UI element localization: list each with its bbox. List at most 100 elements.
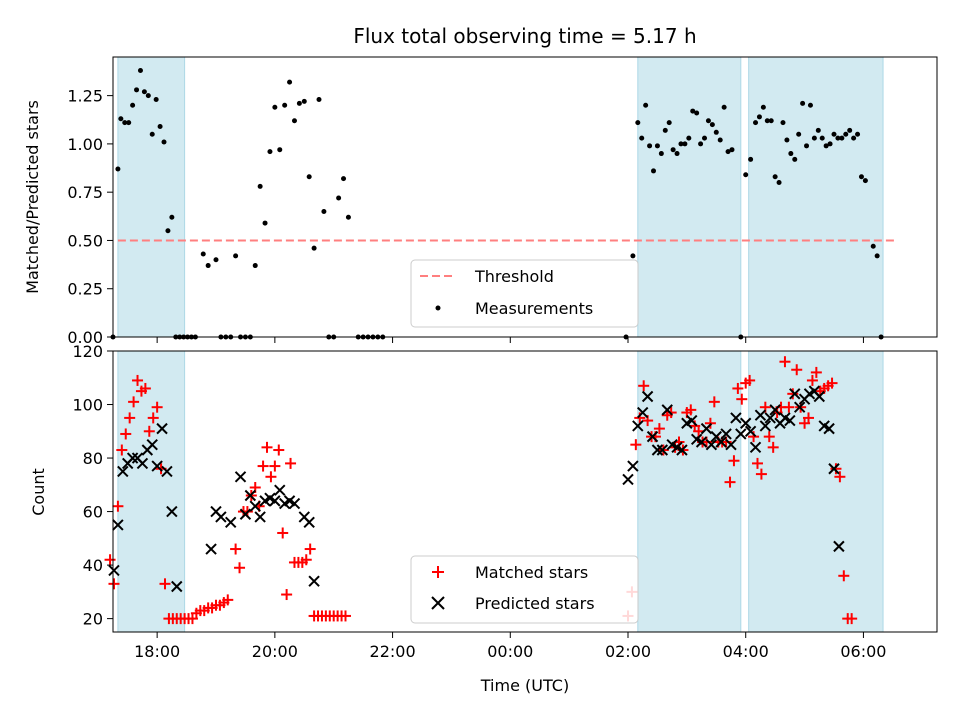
measurement-point: [874, 253, 880, 259]
predicted-star-point: [303, 516, 315, 528]
measurement-point: [149, 131, 155, 137]
measurement-point: [839, 135, 845, 141]
top-y-tick-label: 0.00: [67, 328, 103, 347]
measurement-point: [306, 174, 312, 180]
top-y-tick-label: 1.25: [67, 87, 103, 106]
matched-star-point: [143, 425, 155, 437]
measurement-point: [780, 120, 786, 126]
predicted-star-point: [308, 575, 320, 587]
matched-star-point: [630, 439, 642, 451]
measurement-point: [743, 172, 749, 178]
bottom-y-tick-label: 40: [83, 556, 103, 575]
matched-star-point: [834, 471, 846, 483]
predicted-star-point: [274, 484, 286, 496]
matched-star-point: [791, 364, 803, 376]
matched-legend-label: Matched stars: [475, 563, 588, 582]
measurement-point: [725, 149, 731, 155]
predicted-star-point: [735, 428, 747, 440]
matched-star-point: [222, 594, 234, 606]
matched-star-point: [159, 578, 171, 590]
measurement-point: [835, 135, 841, 141]
measurement-point: [756, 114, 762, 120]
measurement-point: [651, 168, 657, 174]
top-legend: Threshold Measurements: [410, 259, 639, 328]
measurement-point: [784, 137, 790, 143]
predicted-star-point: [225, 516, 237, 528]
measurement-point: [764, 118, 770, 124]
measurement-point: [321, 208, 327, 214]
matched-star-point: [257, 460, 269, 472]
bottom-y-tick-label: 80: [83, 449, 103, 468]
predicted-star-point: [769, 404, 781, 416]
predicted-star-point: [789, 388, 801, 400]
measurement-point: [122, 120, 128, 126]
predicted-star-point: [700, 422, 713, 435]
measurement-point: [165, 228, 171, 234]
predicted-star-point: [126, 452, 139, 464]
matched-star-point: [763, 431, 775, 443]
matched-star-point: [755, 468, 767, 480]
measurement-point: [670, 147, 676, 153]
measurement-point: [134, 87, 140, 93]
measurement-point: [847, 127, 853, 133]
measurement-point: [709, 122, 715, 128]
threshold-legend-label: Threshold: [474, 267, 554, 286]
measurement-point: [118, 116, 124, 122]
measurement-point: [157, 124, 163, 130]
matched-star-point: [124, 412, 136, 424]
matched-star-point: [273, 444, 285, 456]
bottom-y-tick-label: 120: [72, 342, 103, 361]
measurement-point: [870, 243, 876, 249]
measurement-point: [126, 120, 132, 126]
bottom-panel: 20 40 60 80 100 120 18:00 20:00 22:00 00:00 02:00…: [29, 342, 938, 695]
x-tick-label: 02:00: [605, 642, 651, 661]
predicted-star-point: [249, 500, 261, 512]
matched-star-point: [704, 417, 716, 429]
predicted-star-point: [622, 473, 634, 486]
matched-star-point: [116, 444, 128, 456]
matched-star-point: [783, 401, 795, 413]
matched-star-point: [767, 441, 779, 453]
measurement-point: [694, 110, 700, 116]
measurement-point: [233, 253, 239, 259]
measurement-point: [277, 147, 283, 153]
measurement-point: [635, 120, 641, 126]
matched-star-point: [685, 404, 697, 416]
measurement-point: [768, 118, 774, 124]
predicted-star-point: [161, 465, 173, 478]
matched-star-point: [830, 463, 842, 475]
measurement-point: [690, 108, 696, 114]
predicted-star-point: [833, 540, 845, 553]
measurement-point: [115, 166, 121, 172]
matched-star-point: [230, 543, 242, 555]
predicted-star-point: [234, 471, 247, 483]
predicted-star-point: [269, 495, 281, 507]
predicted-star-point: [627, 460, 639, 472]
predicted-star-point: [813, 390, 825, 403]
x-tick-label: 20:00: [252, 642, 298, 661]
measurement-point: [666, 120, 672, 126]
measurement-point: [272, 104, 278, 110]
measurement-point: [262, 220, 268, 226]
predicted-star-point: [632, 420, 644, 432]
top-shaded-interval-2: [748, 56, 884, 338]
top-y-tick-label: 1.00: [67, 135, 103, 154]
measurement-point: [831, 131, 837, 137]
measurement-point: [678, 141, 684, 147]
measurement-point: [137, 68, 143, 74]
measurement-point: [858, 174, 864, 180]
measurement-point: [788, 151, 794, 157]
measurement-point: [161, 139, 167, 145]
measurement-point: [804, 143, 810, 149]
bottom-shaded-interval-0: [117, 350, 186, 633]
measurement-point: [819, 135, 825, 141]
measurement-point: [296, 100, 302, 106]
matched-star-point: [234, 562, 246, 574]
predicted-star-point: [288, 497, 301, 510]
predicted-star-point: [764, 412, 776, 424]
matched-star-point: [147, 412, 159, 424]
matched-star-point: [802, 412, 814, 424]
predicted-star-point: [108, 564, 120, 577]
measurement-point: [169, 214, 175, 220]
bottom-y-axis-label: Count: [29, 468, 48, 516]
